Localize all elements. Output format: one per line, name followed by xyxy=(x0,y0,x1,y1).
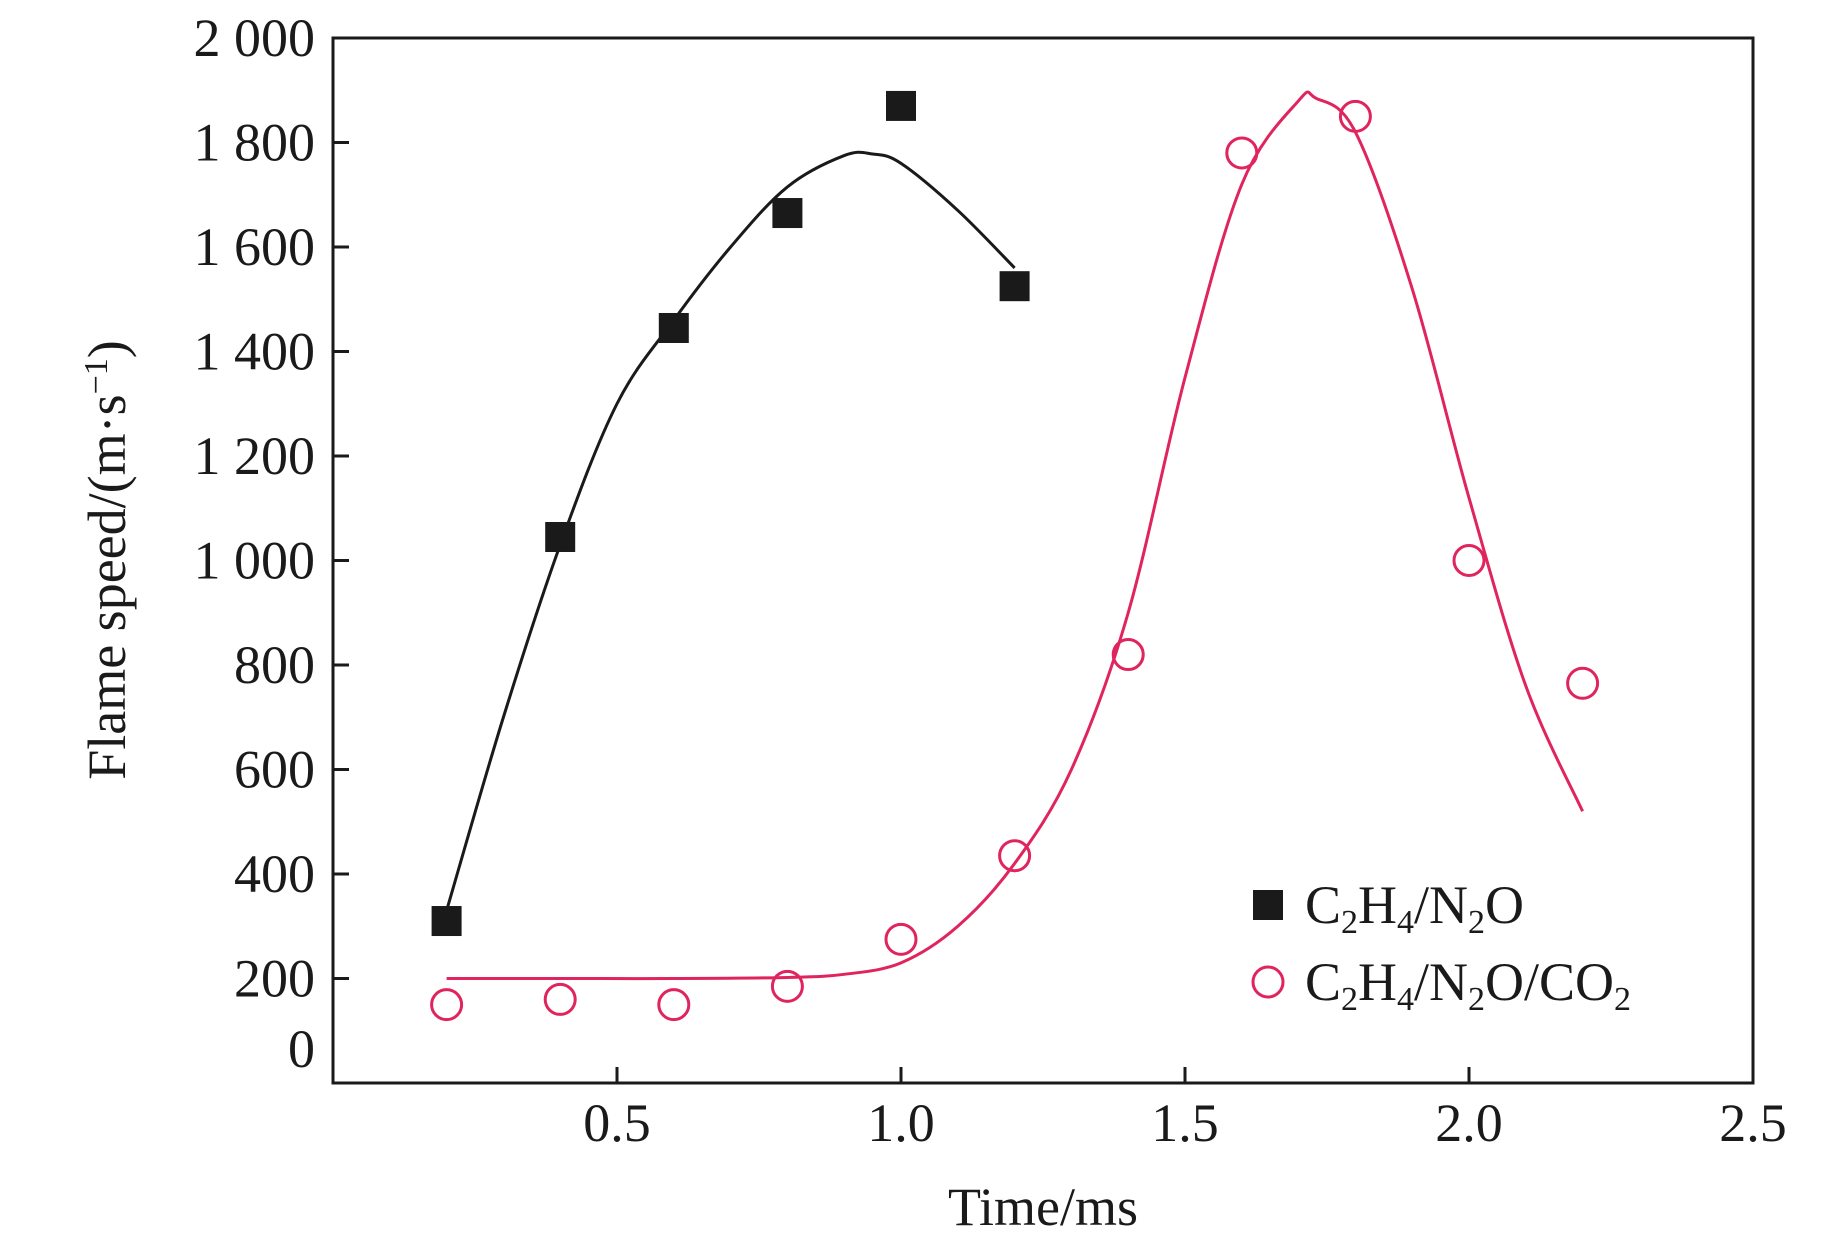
data-point-series-2 xyxy=(1111,638,1145,672)
legend-label-series-1: C2H4/N2O xyxy=(1305,875,1524,941)
data-point-series-2 xyxy=(430,988,464,1022)
legend-label-part: O xyxy=(1485,875,1524,935)
data-point-series-2 xyxy=(884,922,918,956)
y-tick-label: 400 xyxy=(234,844,315,904)
x-tick-label: 1.5 xyxy=(1151,1093,1219,1153)
data-point-series-2 xyxy=(770,969,804,1003)
legend-label-part: 2 xyxy=(1468,904,1485,941)
data-point-series-1 xyxy=(545,521,576,552)
fit-curve-series-1 xyxy=(445,150,1016,911)
data-point-series-2 xyxy=(543,982,577,1016)
legend-label-part: 2 xyxy=(1341,904,1358,941)
y-axis: 0 200 400 600 800 1 000 1 200 1 400 1 600 1 800 2 … xyxy=(194,8,349,1079)
plot-frame xyxy=(331,36,1755,1085)
data-point-series-2 xyxy=(1338,99,1372,133)
data-point-series-2 xyxy=(1225,136,1259,170)
data-point-series-1 xyxy=(886,90,916,121)
data-point-series-2 xyxy=(1566,666,1600,700)
legend-label-part: 2 xyxy=(1614,981,1631,1018)
fit-curves xyxy=(445,90,1584,981)
y-tick-label: 800 xyxy=(234,635,315,695)
data-point-series-2 xyxy=(657,988,691,1022)
x-axis: 0.5 1.0 1.5 2.0 2.5 xyxy=(583,1067,1787,1153)
y-tick-label: 1 200 xyxy=(194,426,316,486)
data-point-series-2 xyxy=(998,839,1032,873)
y-tick-label: 600 xyxy=(234,740,315,800)
legend-label-part: /N xyxy=(1414,952,1468,1012)
legend-label-part: 2 xyxy=(1468,981,1485,1018)
y-axis-title-text: Flame speed/(m·s xyxy=(77,394,137,779)
x-tick-label: 2.5 xyxy=(1719,1093,1787,1153)
y-axis-title-superscript: −1 xyxy=(78,358,115,394)
legend-label-part: H xyxy=(1358,875,1397,935)
x-tick-label: 0.5 xyxy=(583,1093,651,1153)
data-point-series-1 xyxy=(431,906,462,937)
legend-label-series-2: C2H4/N2O/CO2 xyxy=(1305,952,1631,1018)
y-tick-label: 1 400 xyxy=(194,322,316,382)
y-axis-title-close: ) xyxy=(77,340,137,358)
y-tick-label: 1 000 xyxy=(194,531,316,591)
legend-label-part: C xyxy=(1305,875,1341,935)
y-tick-label: 0 xyxy=(288,1019,315,1079)
data-point-series-2 xyxy=(1452,544,1486,577)
data-points xyxy=(430,90,1600,1022)
data-point-series-1 xyxy=(999,271,1030,302)
data-point-series-1 xyxy=(772,198,803,229)
legend-marker-series-2 xyxy=(1251,965,1285,999)
legend-marker-series-1 xyxy=(1253,890,1283,920)
y-axis-title: Flame speed/(m·s−1) xyxy=(77,340,137,780)
legend-label-part: 4 xyxy=(1397,904,1414,941)
legend-label-part: C xyxy=(1305,952,1341,1012)
y-tick-label: 1 800 xyxy=(194,113,316,173)
x-tick-label: 1.0 xyxy=(867,1093,935,1153)
legend-label-part: /N xyxy=(1414,875,1468,935)
y-tick-label: 1 600 xyxy=(194,217,316,277)
legend-label-part: O/CO xyxy=(1485,952,1614,1012)
x-axis-title: Time/ms xyxy=(948,1177,1138,1237)
data-point-series-1 xyxy=(658,312,689,343)
legend-label-part: H xyxy=(1358,952,1397,1012)
y-tick-label: 2 000 xyxy=(194,8,316,68)
y-tick-label: 200 xyxy=(234,949,315,1009)
fit-curve-series-2 xyxy=(446,90,1584,981)
x-tick-label: 2.0 xyxy=(1435,1093,1503,1153)
legend-label-part: 2 xyxy=(1341,981,1358,1018)
legend-label-part: 4 xyxy=(1397,981,1414,1018)
